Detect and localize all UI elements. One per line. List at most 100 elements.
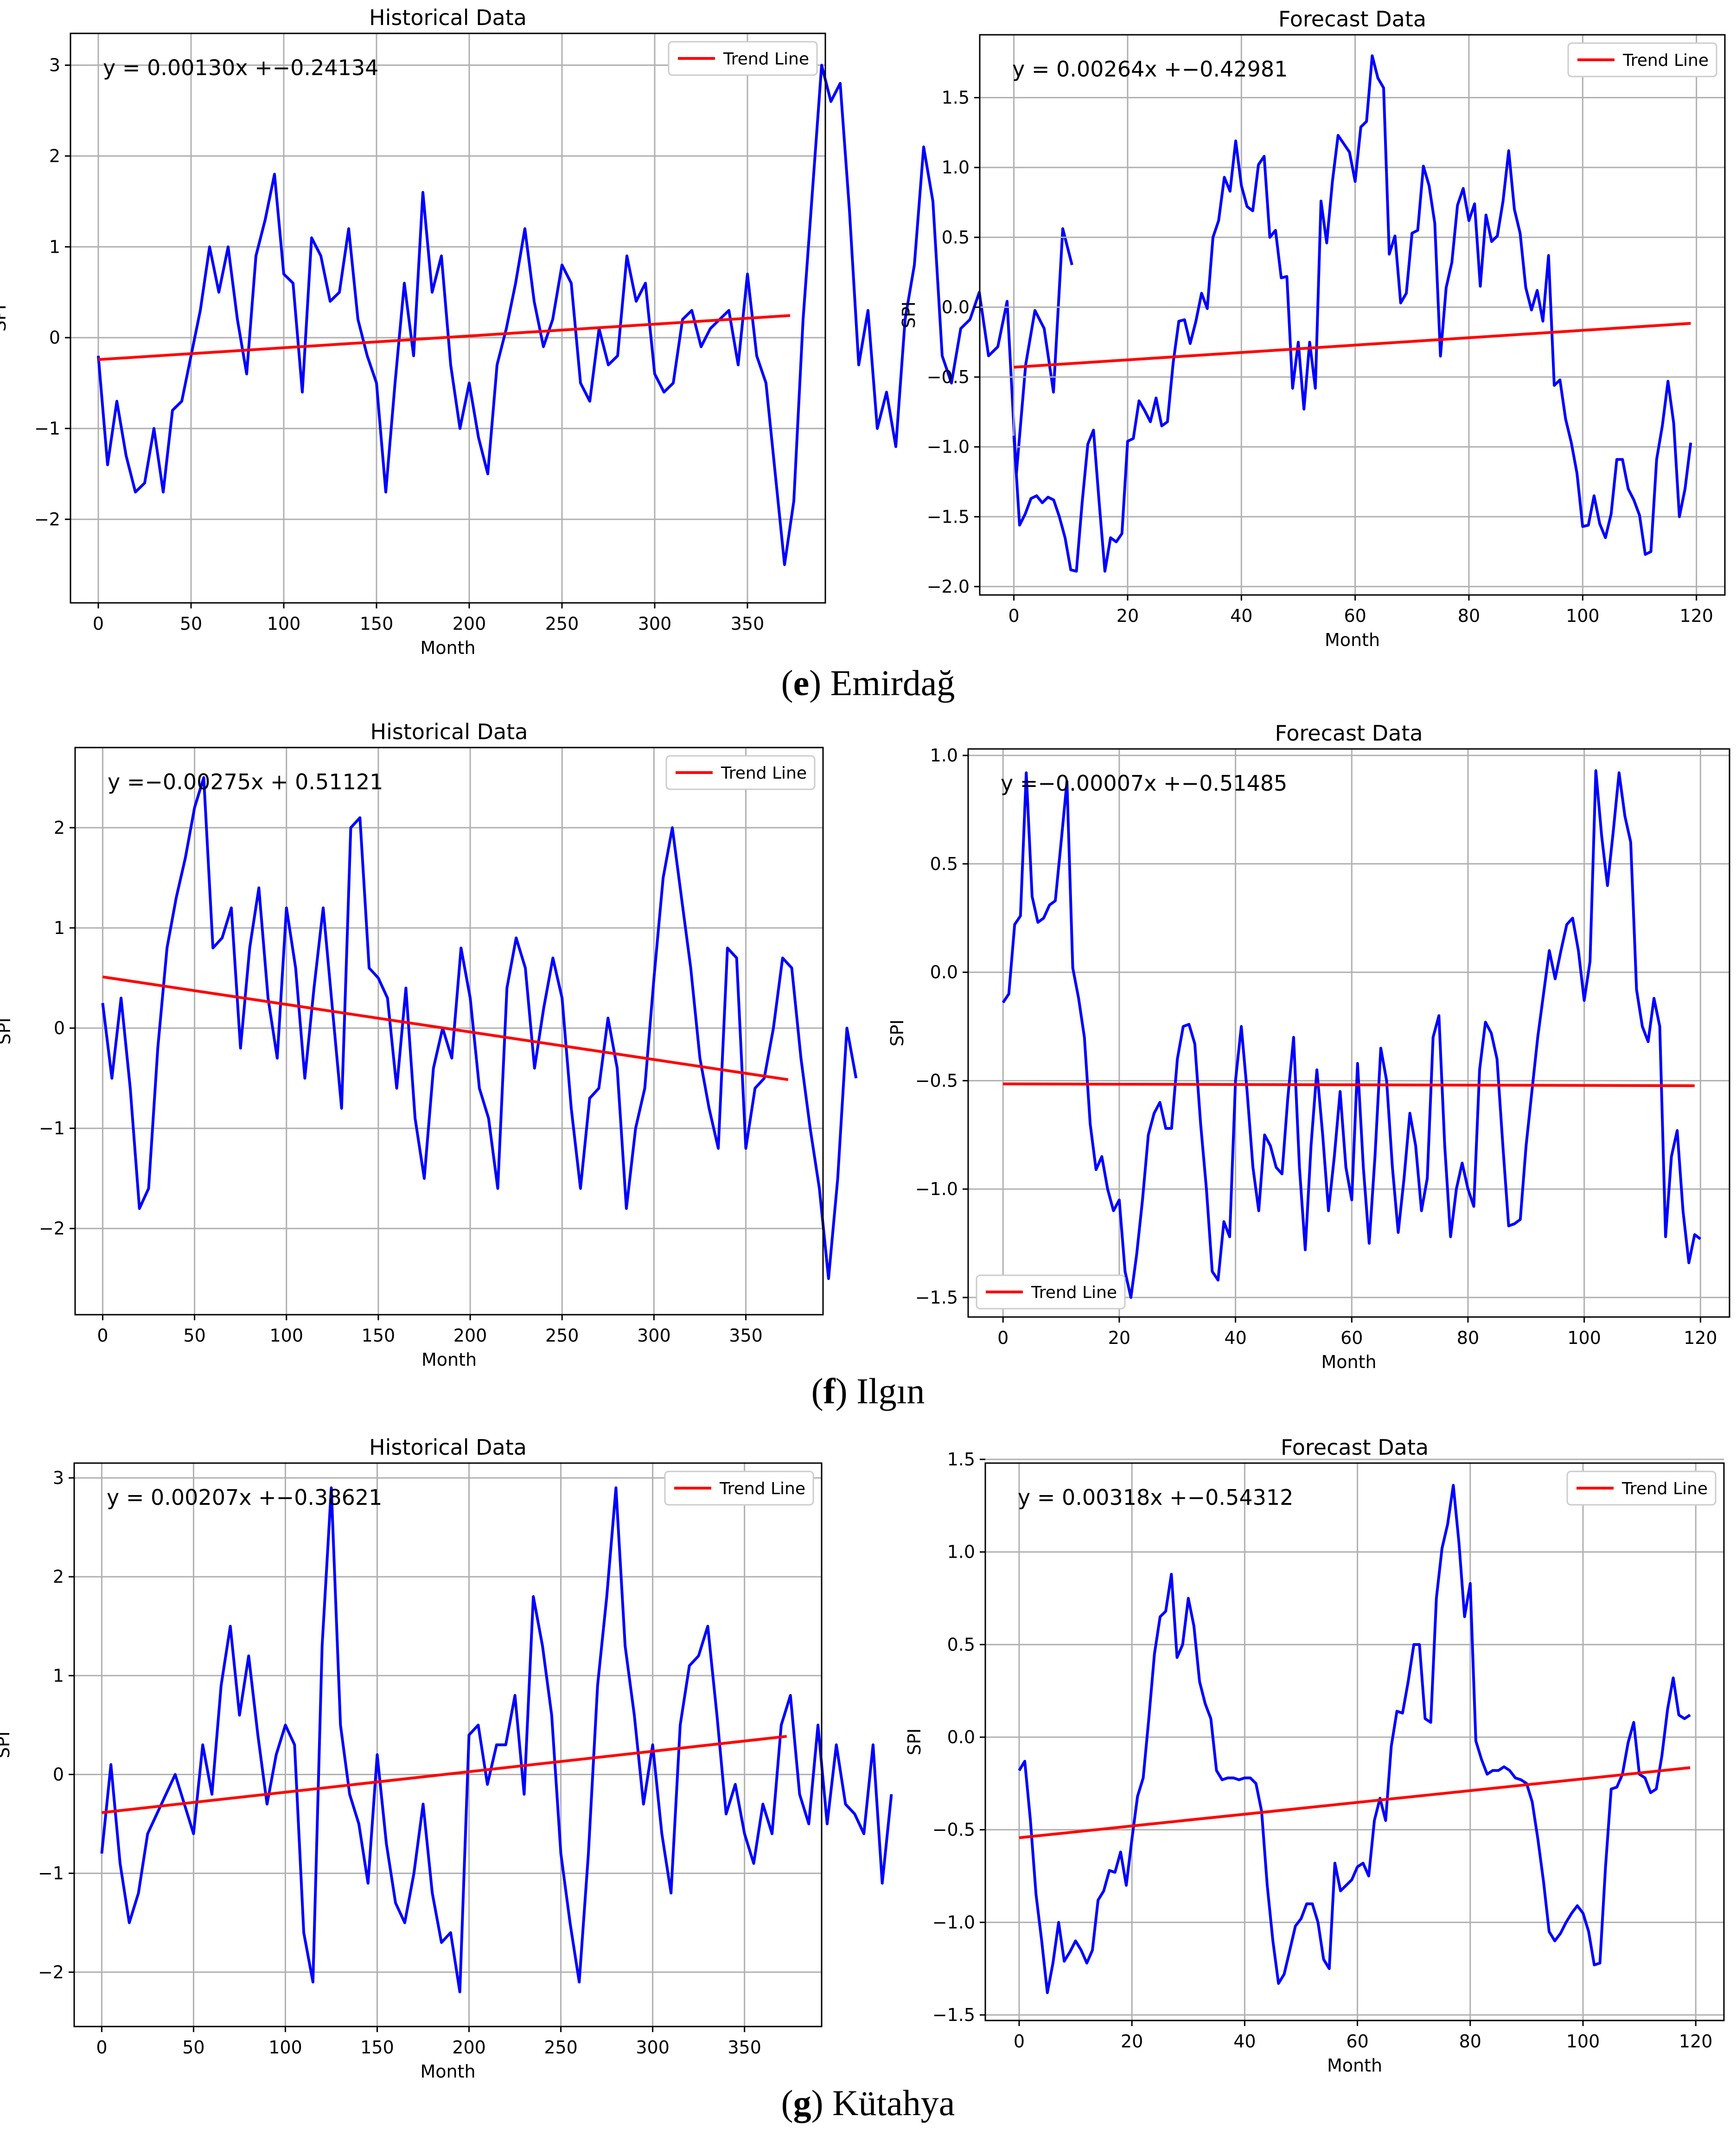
y-tick-label: 0.0 — [930, 962, 958, 983]
x-tick-label: 150 — [360, 2037, 394, 2058]
plot-frame — [979, 34, 1726, 596]
x-axis-label: Month — [1325, 630, 1380, 650]
y-tick-label: −2 — [39, 1218, 65, 1239]
x-tick-label: 80 — [1457, 1328, 1479, 1348]
plot-frame — [967, 748, 1730, 1318]
x-tick-label: 60 — [1340, 1328, 1363, 1348]
x-tick-label: 350 — [731, 614, 765, 634]
y-tick-label: 1.0 — [930, 745, 958, 766]
y-tick-label: −1.5 — [927, 506, 970, 527]
legend-label: Trend Line — [719, 1479, 805, 1498]
trend-line — [102, 1735, 787, 1814]
y-tick-label: 0.5 — [942, 227, 970, 248]
x-tick-label: 100 — [1566, 2031, 1600, 2052]
spi-series-line — [100, 1486, 893, 1994]
x-axis-label: Month — [1327, 2055, 1382, 2076]
chart-panel-4: 0 20 40 60 80 100 120 −1.5 −1.0 −0.5 0.0 0.5 1.0 Fore… — [887, 721, 1730, 1372]
trend-line — [98, 314, 791, 361]
trend-equation: y = 0.00318x +−0.54312 — [1018, 1485, 1293, 1510]
legend-box — [1567, 42, 1717, 77]
legend-box — [664, 1471, 814, 1506]
y-tick-label: 3 — [53, 1468, 64, 1488]
legend: Trend Line — [1566, 1471, 1717, 1506]
y-tick-label: −2 — [38, 1962, 64, 1982]
x-tick-label: 40 — [1230, 606, 1252, 626]
x-tick-label: 80 — [1458, 606, 1480, 626]
x-tick-label: 0 — [997, 1328, 1008, 1348]
x-tick-label: 0 — [97, 1325, 108, 1346]
y-tick-label: 0.5 — [930, 854, 958, 874]
plot-frame — [984, 1462, 1725, 2021]
x-tick-label: 100 — [1567, 1328, 1601, 1348]
trend-equation: y =−0.00275x + 0.51121 — [108, 769, 383, 794]
y-axis-label: SPI — [887, 1019, 907, 1046]
y-tick-label: −1.0 — [927, 437, 970, 457]
y-tick-label: 1.0 — [942, 157, 970, 178]
x-tick-label: 250 — [544, 2037, 578, 2058]
x-tick-label: 100 — [269, 1325, 303, 1346]
spi-series-line — [1018, 1483, 1691, 1995]
y-tick-label: 1.0 — [947, 1542, 975, 1562]
legend: Trend Line — [1567, 42, 1717, 77]
plot-frame — [70, 32, 826, 604]
y-tick-label: 2 — [49, 146, 60, 166]
x-tick-label: 0 — [1014, 2031, 1025, 2052]
y-tick-label: 1 — [54, 918, 65, 938]
plot-frame — [73, 1462, 823, 2027]
legend: Trend Line — [664, 1471, 814, 1506]
legend-label: Trend Line — [721, 764, 807, 783]
spi-series-line — [1012, 54, 1692, 573]
caption-f: (f) Ilgın — [811, 1371, 925, 1411]
spi-series-line — [101, 776, 858, 1280]
x-tick-label: 0 — [93, 614, 104, 634]
y-tick-label: 2 — [53, 1567, 64, 1587]
chart-panel-3: 0 50 100 150 200 250 300 350 −2 −1 0 1 2 Historical D… — [0, 719, 858, 1370]
y-tick-label: 1 — [53, 1665, 64, 1686]
x-tick-label: 300 — [638, 614, 672, 634]
y-axis-label: SPI — [899, 301, 919, 328]
caption-e: (e) Emirdağ — [781, 663, 955, 703]
x-axis-label: Month — [420, 638, 475, 658]
legend-label: Trend Line — [1031, 1283, 1117, 1302]
chart-panel-6: 0 20 40 60 80 100 120 −1.5 −1.0 −0.5 0.0 0.5 1.0 1.5 F… — [904, 1435, 1725, 2076]
y-tick-label: −2 — [34, 509, 60, 530]
y-tick-label: 1 — [49, 237, 60, 257]
chart-title: Forecast Data — [1281, 1435, 1429, 1460]
chart-panel-2: 0 20 40 60 80 100 120 −2.0 −1.5 −1.0 −0.5 0.0 0.5 1.0… — [899, 6, 1726, 650]
legend: Trend Line — [665, 755, 816, 790]
x-tick-label: 60 — [1346, 2031, 1368, 2052]
y-tick-label: −2.0 — [927, 576, 970, 597]
x-tick-label: 150 — [362, 1325, 396, 1346]
x-tick-label: 350 — [729, 1325, 763, 1346]
plot-frame — [74, 747, 824, 1316]
x-tick-label: 150 — [360, 614, 394, 634]
x-tick-label: 20 — [1108, 1328, 1130, 1348]
y-axis-label: SPI — [0, 1731, 13, 1758]
x-tick-label: 120 — [1679, 606, 1713, 626]
trend-line — [1003, 1082, 1695, 1087]
x-tick-label: 40 — [1233, 2031, 1256, 2052]
trend-line — [102, 975, 789, 1081]
x-tick-label: 250 — [545, 1325, 579, 1346]
y-tick-label: 0.0 — [947, 1727, 975, 1747]
x-tick-label: 100 — [267, 614, 301, 634]
x-axis-label: Month — [1321, 1352, 1376, 1372]
x-tick-label: 200 — [452, 2037, 486, 2058]
y-tick-label: 0.5 — [947, 1634, 975, 1655]
y-tick-label: 0 — [49, 327, 60, 348]
trend-equation: y =−0.00007x +−0.51485 — [1001, 771, 1287, 796]
legend-label: Trend Line — [1622, 51, 1709, 70]
y-tick-label: −1.5 — [915, 1287, 958, 1308]
chart-panel-5: 0 50 100 150 200 250 300 350 −2 −1 0 1 2 3 Historical … — [0, 1435, 893, 2082]
y-axis-label: SPI — [0, 1017, 14, 1044]
x-tick-label: 50 — [183, 1325, 205, 1346]
spi-series-line — [97, 64, 1073, 566]
x-tick-label: 50 — [182, 2037, 204, 2058]
x-tick-label: 300 — [637, 1325, 671, 1346]
x-tick-label: 120 — [1679, 2031, 1713, 2052]
chart-panel-1: 0 50 100 150 200 250 300 350 −2 −1 0 1 2 3 Historical … — [0, 5, 1073, 658]
x-tick-label: 20 — [1117, 606, 1139, 626]
y-tick-label: −1 — [39, 1118, 65, 1138]
x-tick-label: 0 — [96, 2037, 107, 2058]
